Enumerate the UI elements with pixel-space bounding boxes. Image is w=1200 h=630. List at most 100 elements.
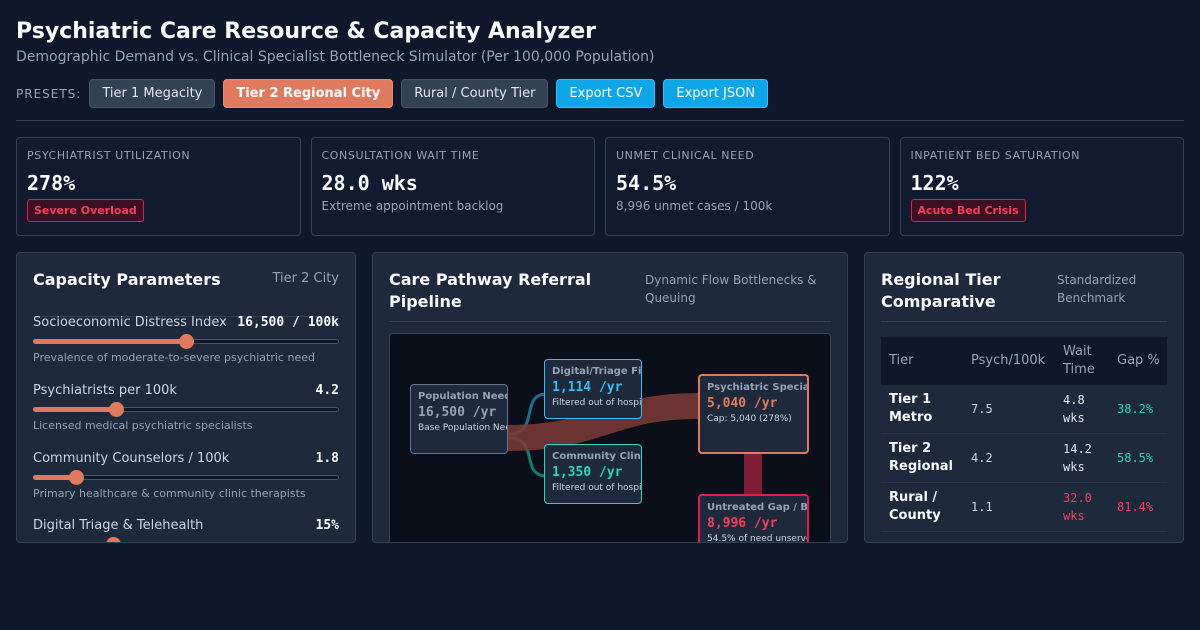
param-value: 1.8 (315, 451, 339, 466)
distress-index-slider[interactable] (33, 334, 339, 349)
panel-title: Care Pathway Referral Pipeline (389, 270, 592, 311)
param-desc: Licensed medical psychiatric specialists (33, 419, 253, 432)
kpi-label: UNMET CLINICAL NEED (616, 149, 755, 162)
table-row[interactable]: Tier 1 Metro 7.5 4.8 wks 38.2% (881, 385, 1167, 434)
node-note: Filtered out of hospital (552, 398, 642, 408)
page-subtitle: Demographic Demand vs. Clinical Speciali… (16, 49, 655, 65)
node-title: Psychiatric Specialists (707, 382, 809, 393)
export-csv-button[interactable]: Export CSV (556, 79, 656, 108)
node-value: 1,350 /yr (552, 465, 623, 480)
node-population-need[interactable]: Population Need 16,500 /yr Base Populati… (410, 384, 508, 454)
column-header-tier: Tier (889, 353, 914, 368)
export-json-button[interactable]: Export JSON (663, 79, 769, 108)
param-name: Community Counselors / 100k (33, 451, 230, 466)
digital-triage-slider[interactable] (33, 537, 339, 543)
cell-gap: 38.2% (1117, 402, 1154, 416)
param-name: Psychiatrists per 100k (33, 383, 177, 398)
column-header-psych: Psych/100k (971, 353, 1046, 368)
column-header-gap: Gap % (1117, 353, 1160, 368)
node-value: 5,040 /yr (707, 396, 778, 411)
kpi-label: INPATIENT BED SATURATION (910, 149, 1081, 162)
param-psychiatrists: Psychiatrists per 100k 4.2 Licensed medi… (33, 383, 339, 432)
kpi-value: 28.0 wks (321, 171, 418, 195)
node-community-clinics[interactable]: Community Clinics 1,350 /yr Filtered out… (544, 444, 642, 504)
header-divider (16, 120, 1184, 121)
cell-wait: 4.8 wks (1063, 393, 1085, 425)
node-digital-triage[interactable]: Digital/Triage Filter 1,114 /yr Filtered… (544, 359, 642, 419)
param-desc: Prevalence of moderate-to-severe psychia… (33, 351, 315, 364)
param-counselors: Community Counselors / 100k 1.8 Primary … (33, 451, 339, 500)
page-header: Psychiatric Care Resource & Capacity Ana… (16, 18, 1184, 67)
param-desc: Primary healthcare & community clinic th… (33, 487, 306, 500)
slider-fill (33, 339, 186, 344)
column-header-wait: Wait Time (1063, 344, 1095, 377)
node-title: Population Need (418, 391, 508, 402)
link-specialists (507, 393, 699, 451)
referral-pipeline-panel: Care Pathway Referral Pipeline Dynamic F… (372, 252, 848, 543)
cell-tier: Tier 1 Metro (889, 392, 933, 425)
status-badge: Severe Overload (27, 199, 144, 222)
pipeline-flow-diagram: Population Need 16,500 /yr Base Populati… (389, 333, 831, 543)
presets-label: PRESETS: (16, 86, 82, 101)
kpi-note: Extreme appointment backlog (321, 199, 504, 213)
cell-psych: 1.1 (971, 500, 993, 514)
slider-thumb[interactable] (179, 334, 194, 349)
param-value: 15% (315, 518, 339, 533)
panel-header: Regional Tier Comparative Standardized B… (881, 269, 1167, 322)
node-psychiatric-specialists[interactable]: Psychiatric Specialists 5,040 /yr Cap: 5… (698, 374, 809, 454)
kpi-value: 122% (910, 171, 959, 195)
cell-tier: Rural / County (889, 490, 941, 523)
node-title: Untreated Gap / Bottleneck (707, 502, 809, 513)
kpi-label: PSYCHIATRIST UTILIZATION (27, 149, 191, 162)
status-badge: Acute Bed Crisis (910, 199, 1026, 222)
kpi-card-utilization: PSYCHIATRIST UTILIZATION 278% Severe Ove… (16, 137, 301, 236)
slider-fill (33, 542, 113, 543)
kpi-note: 8,996 unmet cases / 100k (616, 199, 773, 213)
table-row[interactable]: Rural / County 1.1 32.0 wks 81.4% (881, 483, 1167, 532)
node-value: 8,996 /yr (707, 516, 778, 531)
kpi-value: 278% (27, 171, 76, 195)
panel-title: Regional Tier Comparative (881, 270, 1001, 311)
slider-fill (33, 407, 116, 412)
param-value: 4.2 (315, 383, 339, 398)
node-title: Digital/Triage Filter (552, 366, 642, 377)
kpi-value: 54.5% (616, 171, 677, 195)
preset-bar: PRESETS: Tier 1 Megacity Tier 2 Regional… (16, 79, 776, 108)
slider-thumb[interactable] (108, 402, 124, 417)
counselors-slider[interactable] (33, 470, 339, 485)
panel-subtitle: Dynamic Flow Bottlenecks & Queuing (645, 273, 817, 305)
preset-rural-button[interactable]: Rural / County Tier (401, 79, 549, 108)
cell-wait: 32.0 wks (1063, 491, 1092, 523)
cell-gap: 58.5% (1117, 451, 1154, 465)
kpi-card-bed-saturation: INPATIENT BED SATURATION 122% Acute Bed … (899, 137, 1184, 236)
table-row[interactable]: Tier 2 Regional 4.2 14.2 wks 58.5% (881, 434, 1167, 483)
tier-label: Tier 2 City (272, 271, 339, 286)
panel-header: Care Pathway Referral Pipeline Dynamic F… (389, 269, 831, 322)
psychiatrists-slider[interactable] (33, 402, 339, 417)
cell-tier: Tier 2 Regional (889, 441, 954, 474)
node-note: 54.5% of need unserved (707, 534, 809, 543)
preset-tier1-button[interactable]: Tier 1 Megacity (89, 79, 216, 108)
cell-psych: 4.2 (971, 451, 993, 465)
param-name: Digital Triage & Telehealth (33, 518, 204, 533)
node-untreated-gap[interactable]: Untreated Gap / Bottleneck 8,996 /yr 54.… (698, 494, 809, 543)
node-note: Filtered out of hospital (552, 483, 642, 493)
node-title: Community Clinics (552, 451, 641, 462)
preset-tier2-button[interactable]: Tier 2 Regional City (223, 79, 394, 108)
node-note: Base Population Need (418, 423, 508, 433)
param-distress-index: Socioeconomic Distress Index 16,500 / 10… (33, 315, 339, 364)
slider-thumb[interactable] (105, 537, 121, 542)
node-value: 1,114 /yr (552, 380, 623, 395)
panel-title: Capacity Parameters (33, 270, 221, 289)
kpi-row: PSYCHIATRIST UTILIZATION 278% Severe Ove… (16, 137, 1184, 236)
regional-comparison-panel: Regional Tier Comparative Standardized B… (864, 252, 1184, 543)
param-name: Socioeconomic Distress Index (33, 315, 227, 330)
node-value: 16,500 /yr (418, 405, 497, 420)
node-note: Cap: 5,040 (278%) (707, 414, 792, 424)
param-value: 16,500 / 100k (237, 315, 339, 330)
kpi-card-wait-time: CONSULTATION WAIT TIME 28.0 wks Extreme … (310, 137, 595, 236)
panel-header: Capacity Parameters Tier 2 City (33, 269, 339, 317)
slider-track (33, 542, 339, 543)
slider-thumb[interactable] (68, 470, 84, 485)
kpi-card-unmet-need: UNMET CLINICAL NEED 54.5% 8,996 unmet ca… (605, 137, 890, 236)
